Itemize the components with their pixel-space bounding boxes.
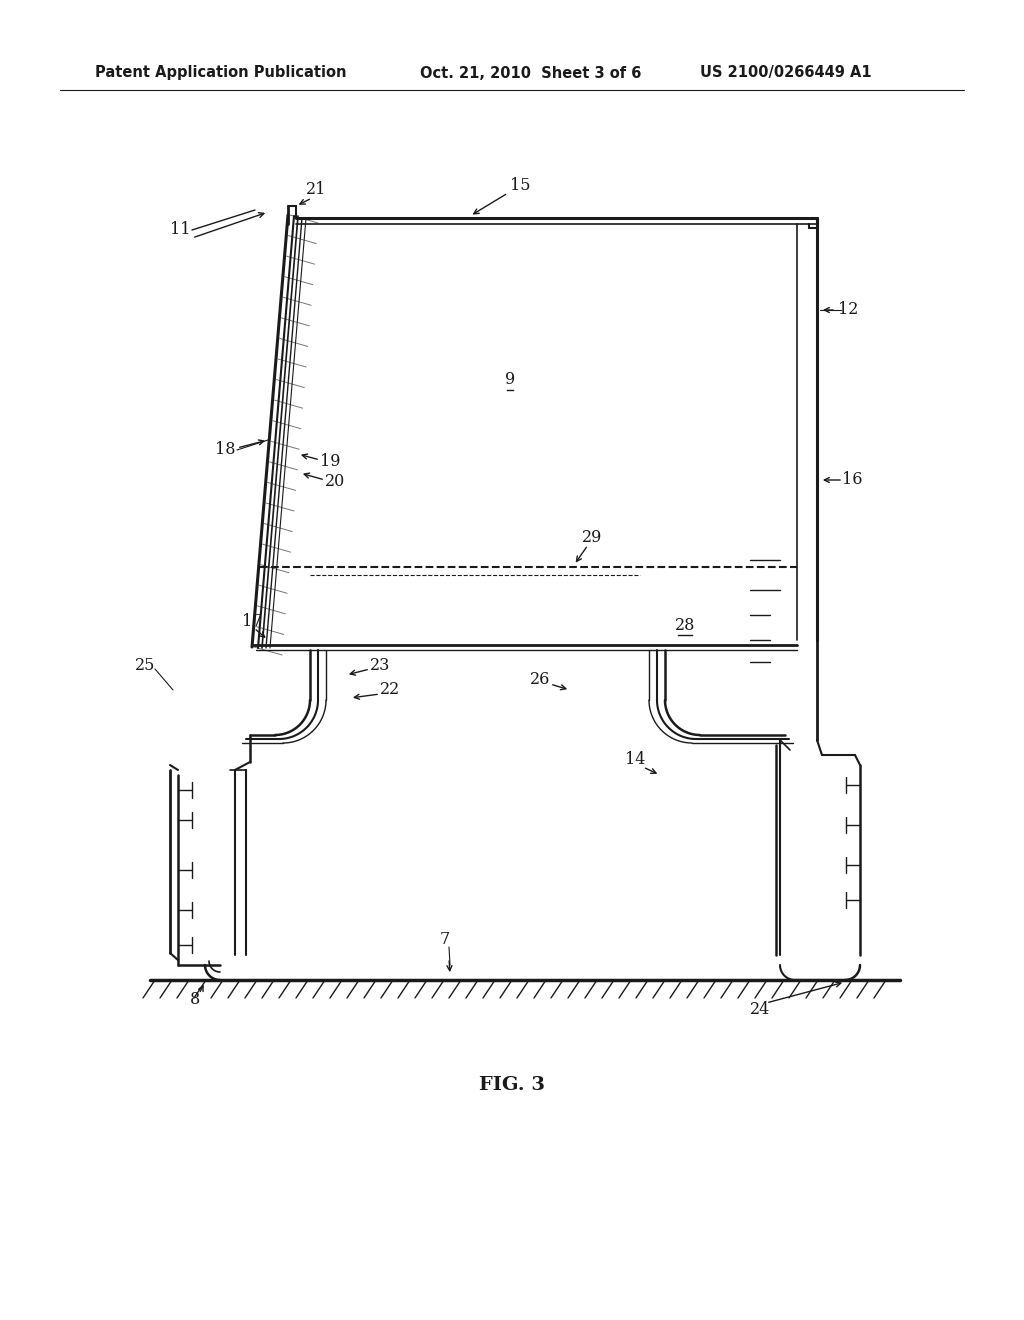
Text: 24: 24 — [750, 1002, 770, 1019]
Text: 19: 19 — [319, 454, 340, 470]
Text: 29: 29 — [582, 528, 602, 545]
Text: 9: 9 — [505, 371, 515, 388]
Text: 8: 8 — [189, 991, 200, 1008]
Text: 20: 20 — [325, 474, 345, 491]
Text: 25: 25 — [135, 656, 156, 673]
Text: 22: 22 — [380, 681, 400, 698]
Text: US 2100/0266449 A1: US 2100/0266449 A1 — [700, 66, 871, 81]
Text: 12: 12 — [838, 301, 858, 318]
Text: Patent Application Publication: Patent Application Publication — [95, 66, 346, 81]
Text: 17: 17 — [242, 614, 262, 631]
Text: 28: 28 — [675, 616, 695, 634]
Text: 26: 26 — [529, 672, 550, 689]
Text: 11: 11 — [170, 222, 190, 239]
Text: 21: 21 — [306, 181, 327, 198]
Text: Oct. 21, 2010  Sheet 3 of 6: Oct. 21, 2010 Sheet 3 of 6 — [420, 66, 641, 81]
Text: 15: 15 — [510, 177, 530, 194]
Text: 18: 18 — [215, 441, 236, 458]
Text: 7: 7 — [440, 932, 451, 949]
Text: 14: 14 — [625, 751, 645, 768]
Text: 16: 16 — [842, 471, 862, 488]
Text: FIG. 3: FIG. 3 — [479, 1076, 545, 1094]
Text: 23: 23 — [370, 656, 390, 673]
